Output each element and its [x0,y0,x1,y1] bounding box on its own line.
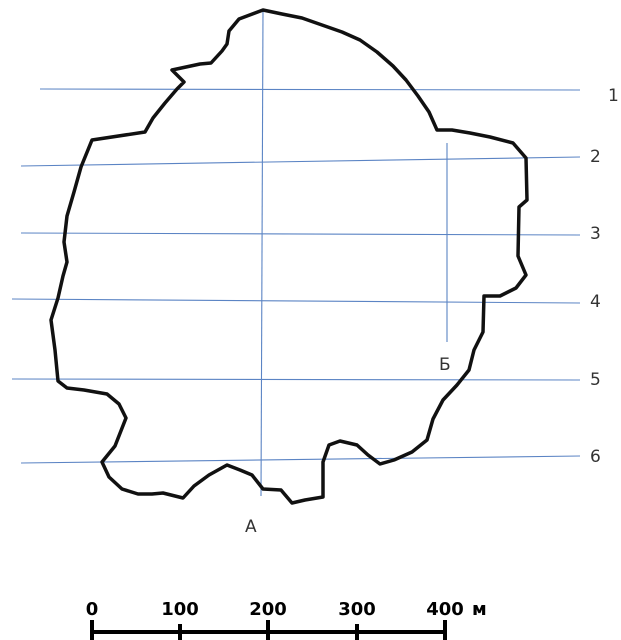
profile-line-a [260,9,264,497]
transect-label-1: 1 [608,86,619,106]
scale-unit: м [472,599,487,620]
scale-label-0: 0 [86,599,99,620]
scale-label-100: 100 [161,599,199,620]
transect-line-6 [20,455,581,464]
transect-label-3: 3 [590,224,601,244]
profile-lines [260,9,448,497]
transect-line-2 [20,156,581,167]
transect-label-2: 2 [590,147,601,167]
transect-line-1 [39,88,581,91]
scale-bar: 0 100 200 300 400 м [86,599,487,640]
transect-label-6: 6 [590,447,601,467]
scale-label-300: 300 [338,599,376,620]
transect-line-4 [11,298,581,304]
transect-line-3 [20,232,581,236]
transect-lines [11,88,581,464]
transect-label-4: 4 [590,292,601,312]
transect-line-5 [11,378,581,381]
transect-numbers: 1 2 3 4 5 6 [590,86,619,467]
point-label-b: Б [439,355,451,375]
scale-label-200: 200 [249,599,287,620]
scale-label-400: 400 [426,599,464,620]
point-label-a: А [245,517,257,537]
transect-label-5: 5 [590,370,601,390]
territory-outline [49,8,529,505]
